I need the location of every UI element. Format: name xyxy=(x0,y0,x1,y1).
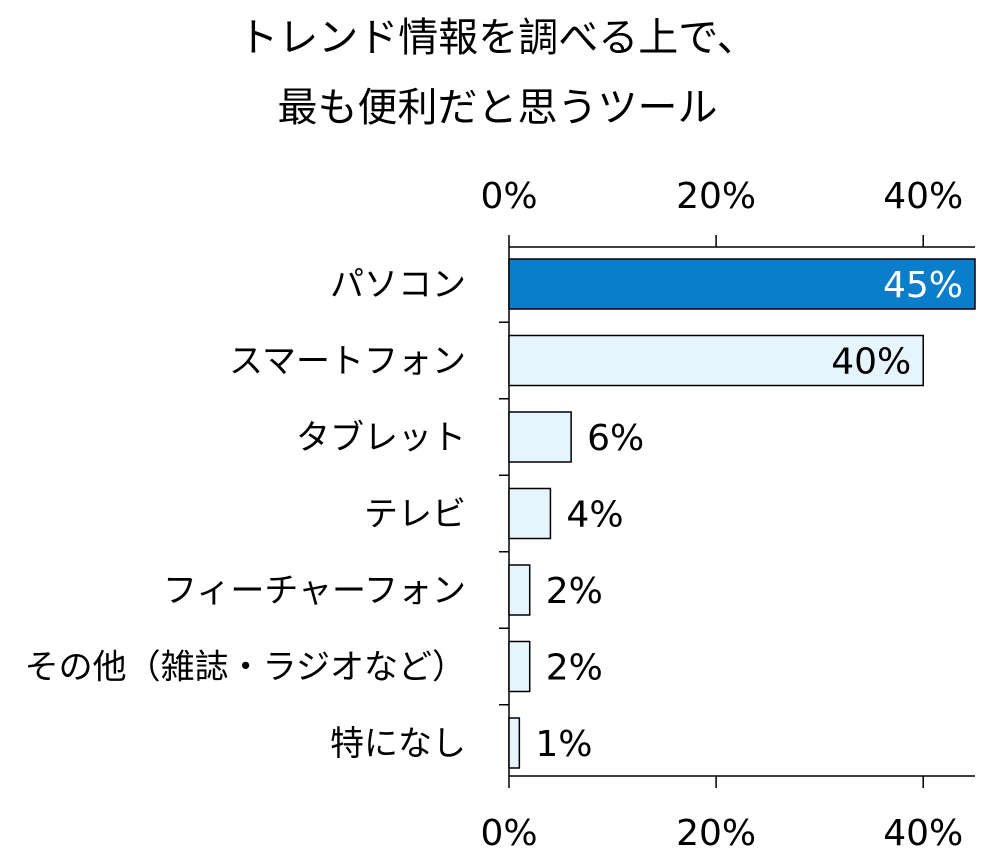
data-label: 40% xyxy=(831,342,911,383)
category-label: スマートフォン xyxy=(229,342,466,382)
x-tick-label-top: 40% xyxy=(883,176,963,217)
bar xyxy=(508,640,531,693)
category-label: タブレット xyxy=(296,418,466,458)
bar xyxy=(508,334,924,387)
bar xyxy=(508,717,521,769)
data-label: 2% xyxy=(546,571,603,612)
chart-title-line-1: トレンド情報を調べる上で、 xyxy=(238,15,757,61)
data-label: 6% xyxy=(587,418,644,459)
bar xyxy=(508,564,531,616)
x-tick-label-top: 20% xyxy=(676,176,756,217)
x-tick-label-top: 0% xyxy=(480,176,537,217)
bar xyxy=(508,411,572,463)
data-label: 1% xyxy=(535,724,592,765)
labels-layer: パソコン 45% スマートフォン 40% タブレット 6% テレビ 4% フィーチャーフォン 2%… xyxy=(25,265,963,765)
bar xyxy=(508,487,552,540)
axes-layer: 0% 0% 20% 20% 40% 40% xyxy=(480,176,975,853)
category-label: パソコン xyxy=(330,265,466,305)
chart-title-line-2: 最も便利だと思うツール xyxy=(277,85,718,131)
x-tick-label-bottom: 40% xyxy=(883,813,963,853)
bars-layer xyxy=(508,258,976,769)
data-label: 4% xyxy=(566,495,623,536)
x-tick-label-bottom: 0% xyxy=(480,813,537,853)
bar xyxy=(508,258,976,310)
category-label: テレビ xyxy=(364,495,466,535)
category-label: その他（雑誌・ラジオなど） xyxy=(25,648,466,688)
data-label: 45% xyxy=(883,265,963,306)
data-label: 2% xyxy=(546,648,603,689)
category-label: フィーチャーフォン xyxy=(163,571,466,611)
x-tick-label-bottom: 20% xyxy=(676,813,756,853)
category-label: 特になし xyxy=(330,724,466,764)
